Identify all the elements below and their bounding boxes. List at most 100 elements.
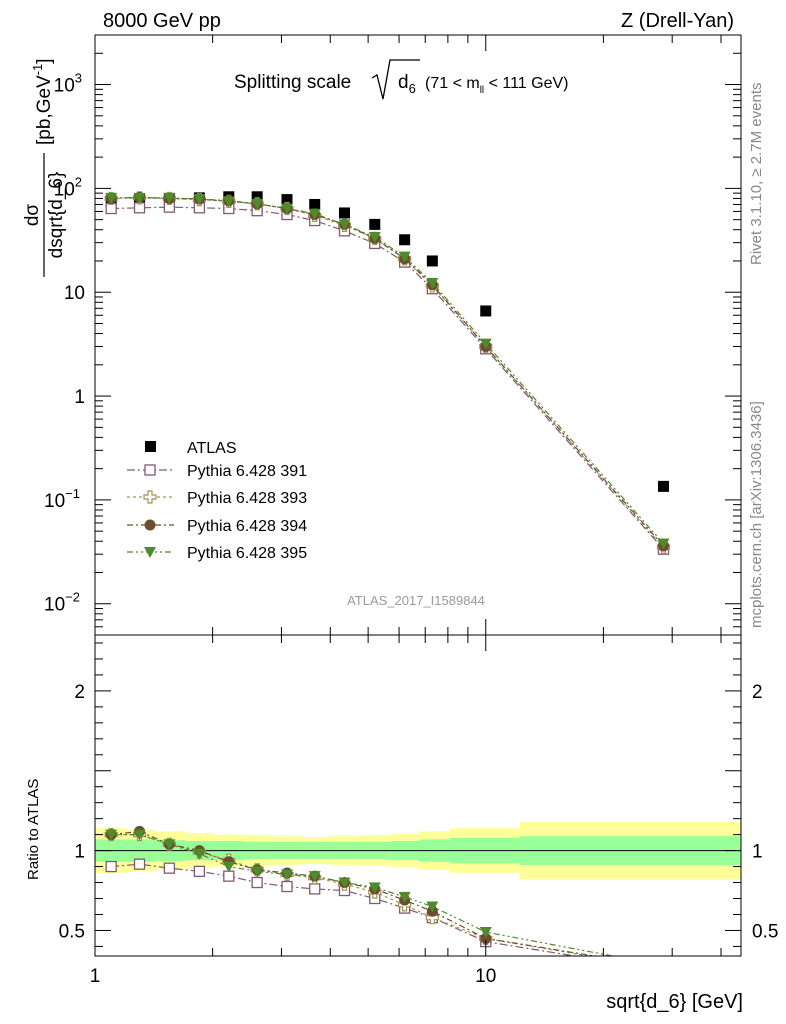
mcplots-label: mcplots.cern.ch [arXiv:1306.3436] [748, 401, 765, 628]
data-point-atlas [338, 207, 350, 219]
data-point-mc4 [308, 208, 321, 220]
data-point-mc4 [338, 219, 351, 231]
ratio-point-mc4 [251, 866, 264, 878]
data-point-atlas [426, 255, 438, 267]
ratio-point-mc3 [658, 962, 669, 973]
y-label-unit-close: ] [34, 58, 55, 63]
ratio-point-mc4 [338, 877, 351, 889]
x-tick-label: 1 [90, 966, 101, 987]
x-tick-label: 10 [475, 966, 496, 987]
ratio-point-mc1 [309, 883, 321, 895]
data-point-atlas [369, 218, 381, 230]
data-point-mc4 [657, 538, 670, 550]
y-tick-label-ratio-right: 1 [752, 842, 763, 863]
legend: ATLAS Pythia 6.428 391 Pythia 6.428 393 … [127, 440, 307, 562]
ratio-point-mc1 [163, 862, 176, 874]
ratio-point-mc4 [105, 829, 118, 841]
plot-title: Splitting scale d6 (71 < mll < 111 GeV) [234, 59, 568, 100]
title-symbol-subscript: 6 [409, 81, 416, 96]
legend-label-395: Pythia 6.428 395 [187, 545, 307, 562]
y-tick-label-ratio-left: 1 [74, 842, 85, 863]
legend-marker-394 [144, 519, 156, 531]
analysis-watermark: ATLAS_2017_I1589844 [347, 593, 485, 608]
y-label-numerator: dσ [22, 204, 43, 227]
data-point-mc4 [193, 194, 206, 206]
ratio-point-mc4 [479, 927, 492, 939]
x-axis-label: sqrt{d_6} [GeV] [606, 991, 743, 1013]
title-prefix: Splitting scale [234, 72, 351, 93]
ratio-point-mc4 [222, 861, 235, 873]
y-label-denominator: dsqrt{d_6} [46, 172, 67, 259]
ratio-point-mc4 [281, 869, 294, 881]
data-point-mc4 [105, 192, 118, 204]
y-tick-label-main: 10−1 [44, 486, 80, 512]
data-point-atlas [309, 198, 321, 210]
y-axis-label: dσ dsqrt{d_6} [pb,GeV-1] [22, 58, 67, 277]
y-tick-label-main: 103 [54, 71, 82, 97]
ratio-point-mc1 [281, 880, 293, 893]
y-tick-label-ratio-left: 2 [74, 682, 85, 703]
ratio-axes: 1 10 0.5 0.5 1 1 2 2 [59, 635, 778, 987]
ratio-point-mc1 [223, 870, 235, 882]
data-point-atlas [251, 191, 263, 203]
ratio-point-mc4 [163, 839, 176, 851]
ratio-y-axis-label: Ratio to ATLAS [25, 779, 42, 880]
data-point-mc4 [281, 203, 294, 215]
data-point-atlas [399, 234, 411, 246]
ratio-point-mc4 [133, 829, 146, 841]
data-point-mc4 [133, 192, 146, 204]
process-label: Z (Drell-Yan) [621, 10, 734, 32]
y-tick-label-main: 10 [64, 283, 85, 304]
data-point-mc4 [163, 192, 176, 204]
data-point-mc4 [398, 251, 411, 263]
legend-label-391: Pythia 6.428 391 [187, 463, 307, 480]
ratio-line-4 [111, 834, 616, 956]
ratio-point-mc2 [657, 963, 669, 975]
ratio-point-mc3 [480, 932, 492, 944]
y-tick-label-ratio-left: 0.5 [59, 921, 85, 942]
y-tick-label-main: 1 [74, 387, 85, 408]
ratio-point-mc4 [398, 891, 411, 903]
ratio-plot-frame [94, 634, 742, 957]
ratio-point-mc4 [368, 882, 381, 894]
y-tick-label-ratio-right: 0.5 [752, 921, 778, 942]
title-range-close: < 111 GeV) [484, 75, 568, 92]
legend-marker-atlas [145, 441, 156, 452]
legend-label-394: Pythia 6.428 394 [187, 518, 307, 535]
ratio-point-mc1 [193, 865, 206, 878]
data-point-mc4 [251, 198, 264, 210]
ratio-point-mc1 [658, 965, 668, 975]
legend-marker-393 [143, 490, 157, 504]
ratio-point-mc4 [426, 901, 439, 913]
y-tick-label-main: 10−2 [44, 590, 80, 616]
ratio-point-mc4 [308, 871, 321, 883]
data-point-mc4 [479, 338, 492, 350]
data-point-atlas [281, 194, 293, 206]
y-label-unit-superscript: -1 [30, 64, 45, 76]
ratio-point-mc4 [193, 848, 206, 860]
data-point-atlas [657, 480, 669, 492]
ratio-point-mc4 [657, 961, 669, 972]
ratio-point-mc1 [251, 876, 263, 889]
series-line-3 [111, 196, 664, 547]
series-line-2 [111, 197, 664, 548]
ratio-plot-marks [95, 821, 741, 975]
legend-marker-391 [144, 464, 156, 476]
legend-label-atlas: ATLAS [187, 440, 237, 457]
ratio-panel: 1 10 0.5 0.5 1 1 2 2 Ratio to ATLAS sqrt{d_6} [… [25, 634, 778, 1013]
sqrt-symbol [371, 59, 420, 100]
series-line-4 [111, 197, 664, 544]
energy-label: 8000 GeV pp [103, 10, 221, 32]
data-point-atlas [480, 305, 492, 317]
y-tick-label-ratio-right: 2 [752, 682, 763, 703]
rivet-version-label: Rivet 3.1.10, ≥ 2.7M events [748, 83, 765, 266]
title-symbol: d6 [398, 72, 416, 96]
data-point-mc4 [222, 196, 235, 208]
ratio-point-mc1 [105, 860, 117, 873]
main-plot-marks [104, 191, 671, 555]
legend-label-393: Pythia 6.428 393 [187, 490, 307, 507]
legend-marker-395 [144, 547, 156, 558]
